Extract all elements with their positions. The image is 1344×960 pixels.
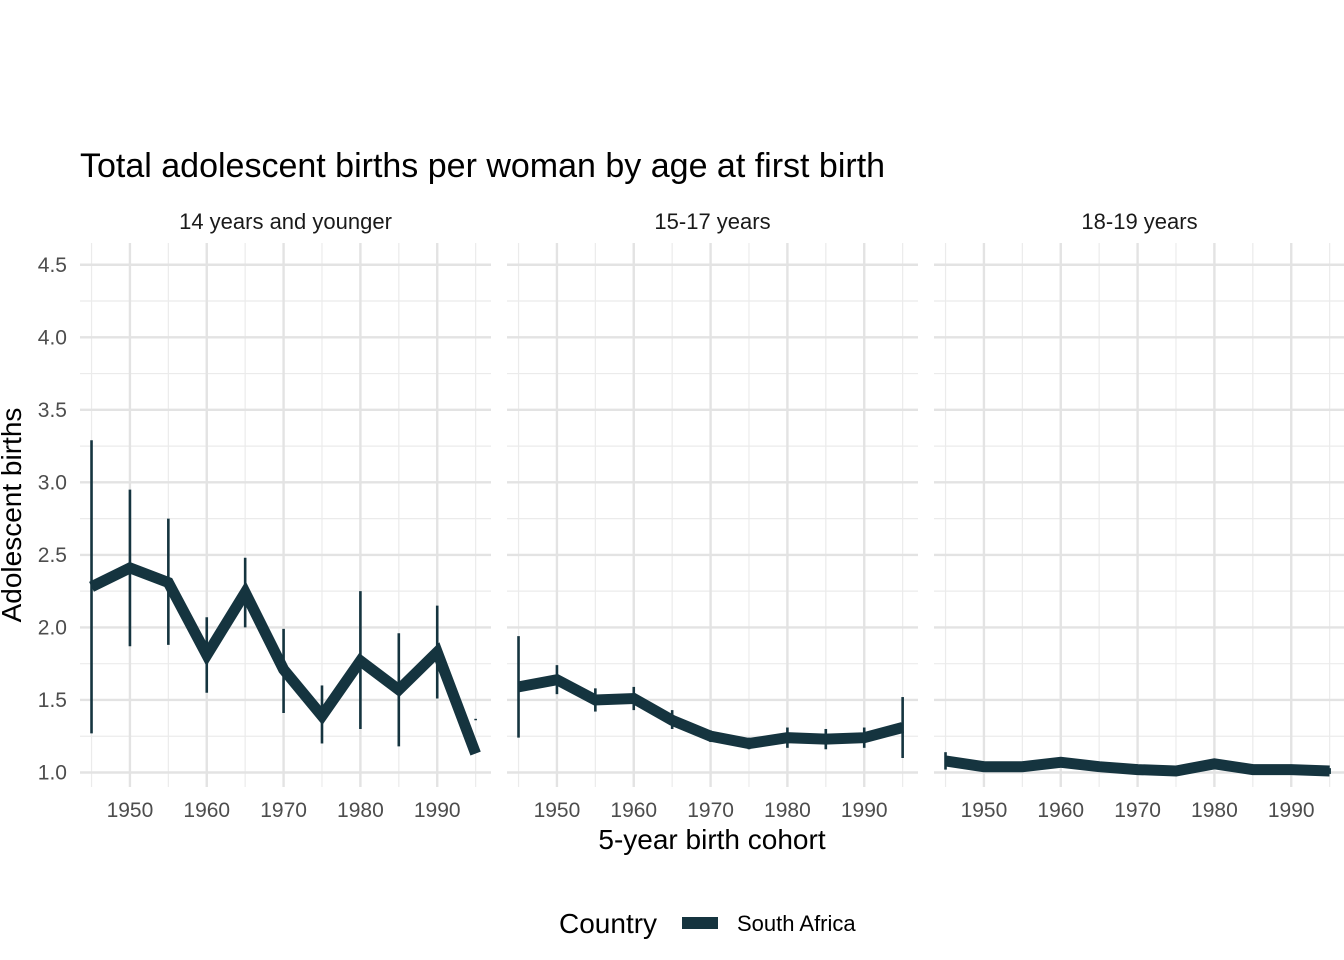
x-tick-label: 1950 [107,799,154,822]
panel-1: 14 years and younger 1950 1960 1970 1980 1990… [38,209,491,822]
panel-3: 18-19 years 1950 1960 1970 1980 1990 [934,209,1344,822]
facet-strip-label: 18-19 years [1081,209,1197,234]
x-tick-label: 1960 [183,799,230,822]
legend-label-south-africa: South Africa [737,911,856,936]
x-tick-label: 1970 [260,799,307,822]
x-tick-label: 1950 [534,799,581,822]
legend-key-south-africa [682,917,718,929]
x-tick-label: 1950 [961,799,1008,822]
y-tick-label: 1.0 [38,761,67,784]
y-tick-label: 1.5 [38,689,67,712]
x-tick-label: 1990 [1268,799,1315,822]
y-tick-label: 4.0 [38,326,67,349]
facet-strip-label: 14 years and younger [179,209,392,234]
x-tick-label: 1980 [764,799,811,822]
x-tick-label: 1970 [1114,799,1161,822]
y-tick-label: 2.5 [38,544,67,567]
y-tick-label: 3.0 [38,471,67,494]
x-tick-label: 1960 [1037,799,1084,822]
x-tick-label: 1990 [841,799,888,822]
facet-strip-label: 15-17 years [654,209,770,234]
y-tick-label: 4.5 [38,254,67,277]
panel-2: 15-17 years 1950 1960 1970 1980 1990 [507,209,918,822]
x-tick-label: 1990 [414,799,461,822]
facet-panels: 14 years and younger 1950 1960 1970 1980 1990… [38,209,1344,822]
chart-title: Total adolescent births per woman by age… [80,147,885,185]
y-tick-label: 2.0 [38,616,67,639]
x-axis-title: 5-year birth cohort [598,824,825,855]
x-tick-label: 1970 [687,799,734,822]
x-tick-label: 1960 [610,799,657,822]
legend-title: Country [559,908,657,939]
y-tick-label: 3.5 [38,399,67,422]
x-tick-label: 1980 [337,799,384,822]
y-axis-title: Adolescent births [0,408,27,623]
legend: Country South Africa [559,908,856,939]
x-tick-label: 1980 [1191,799,1238,822]
